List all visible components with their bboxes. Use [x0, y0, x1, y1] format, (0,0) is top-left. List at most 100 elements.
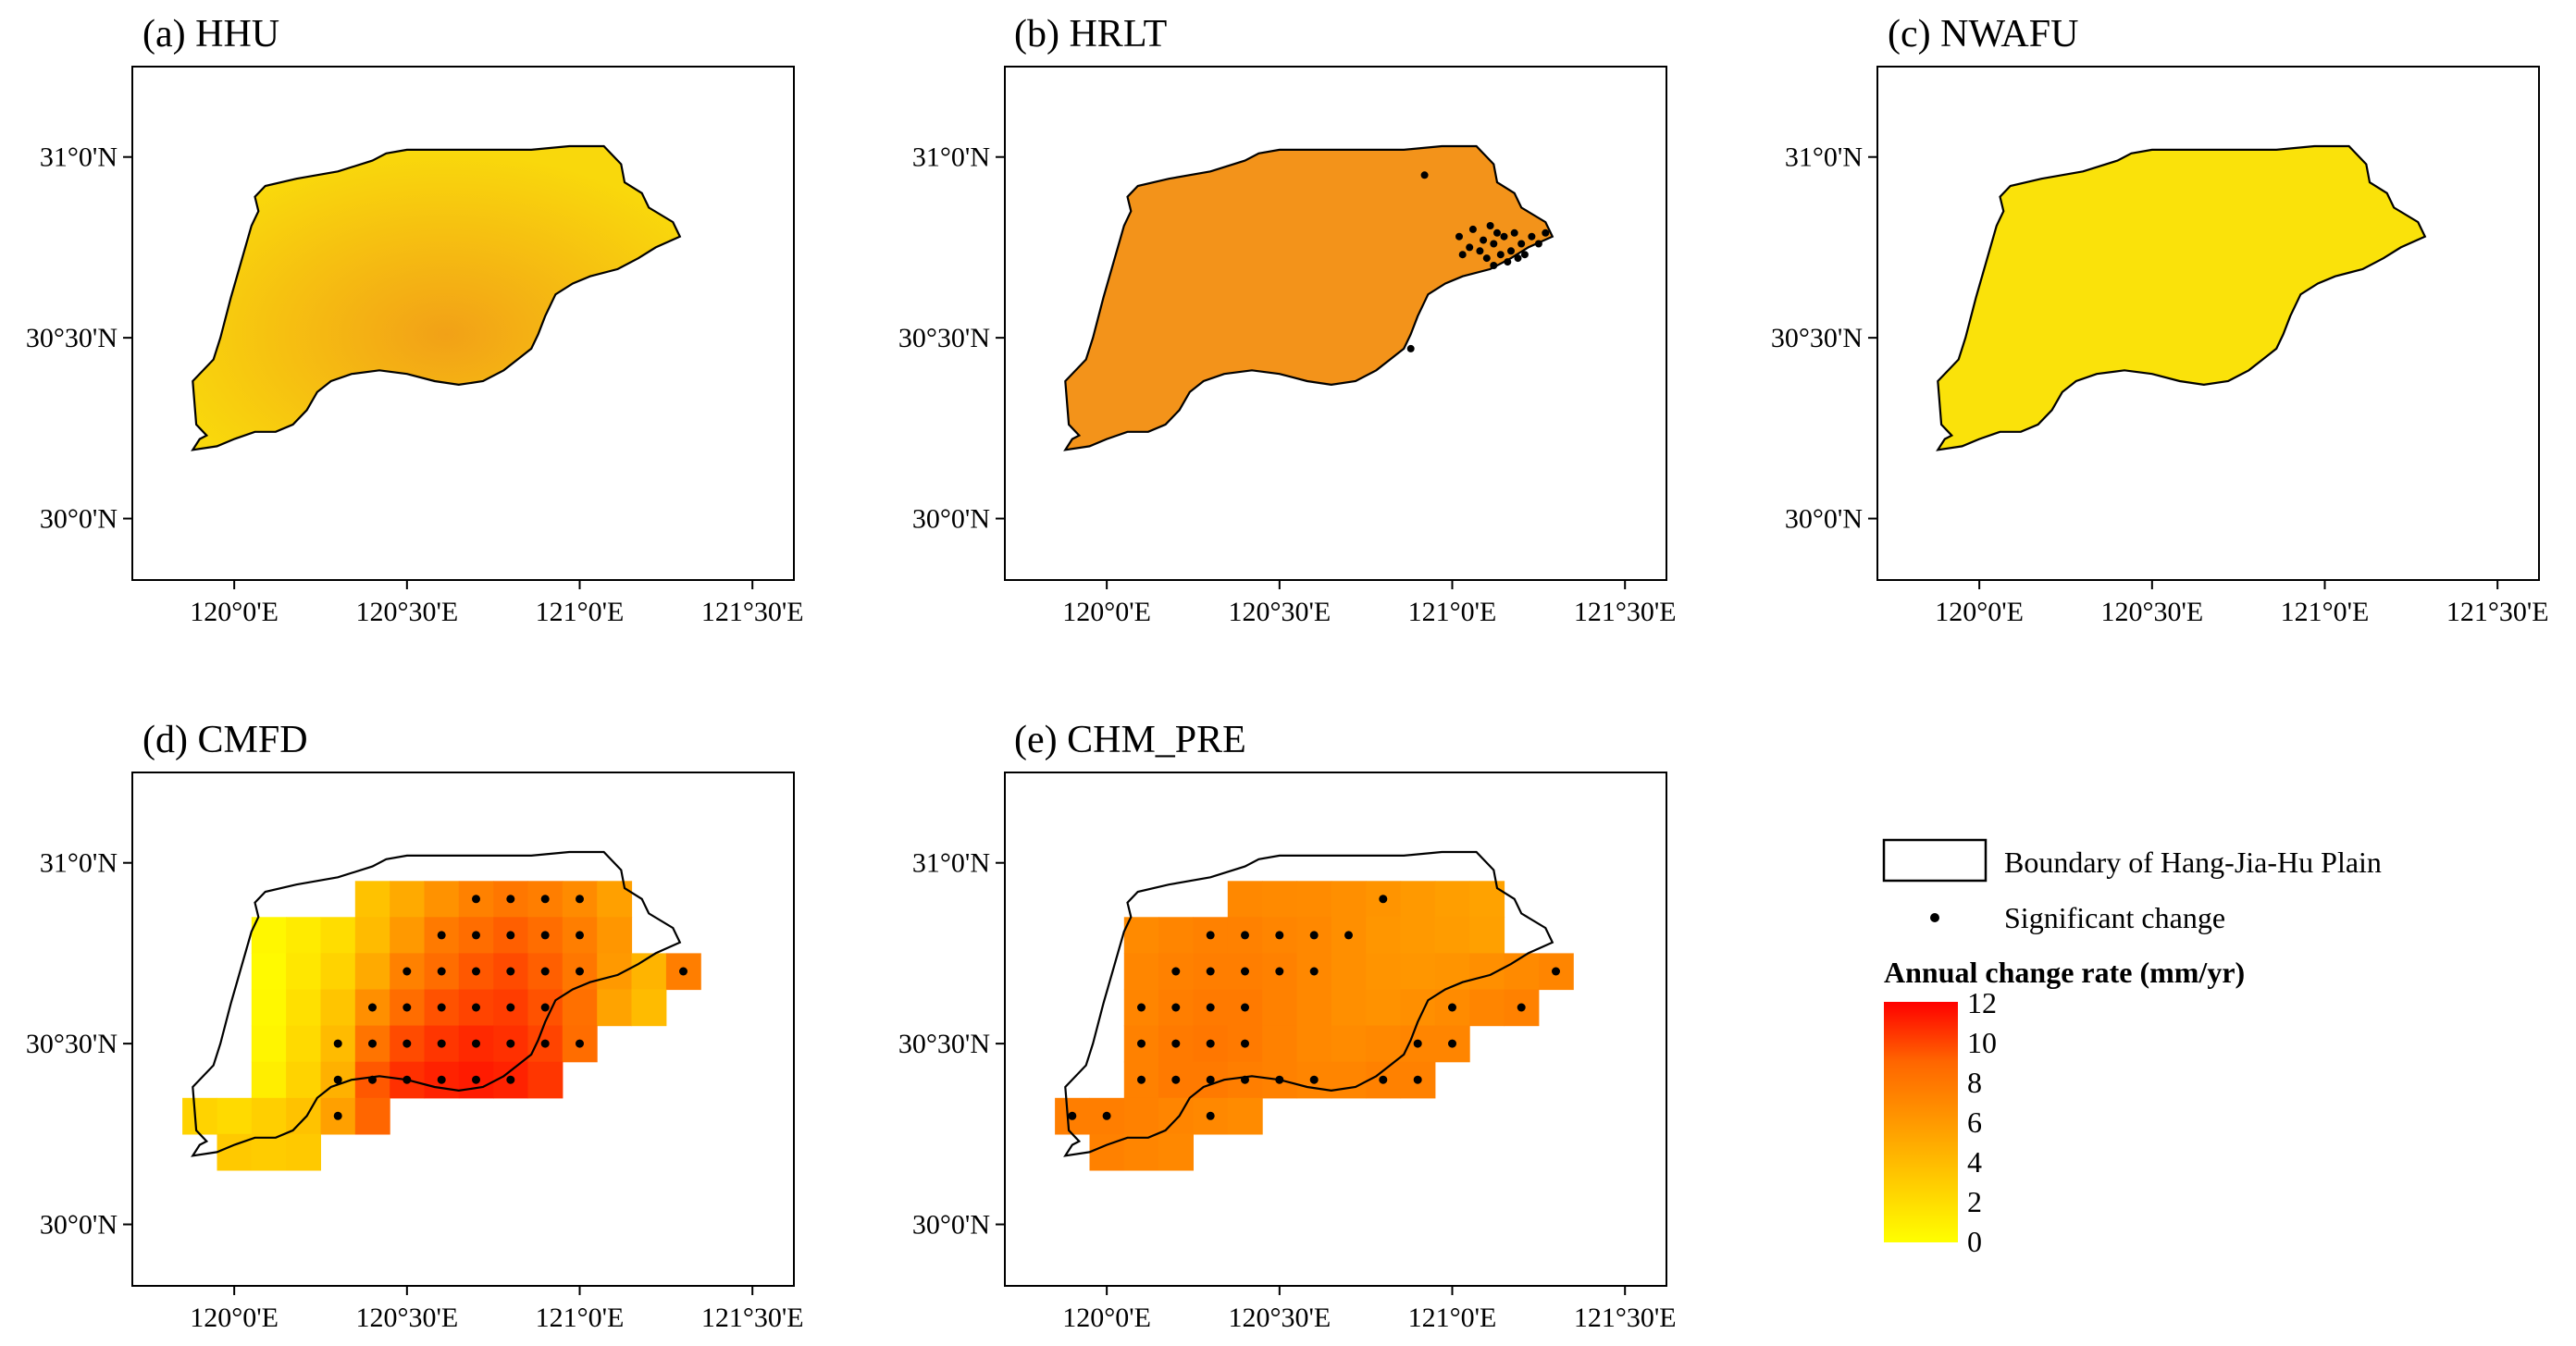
significant-dot [679, 967, 687, 976]
significant-dot [1517, 1003, 1526, 1012]
significant-dot [1510, 228, 1518, 237]
significant-dot [1482, 254, 1491, 263]
grid-cell [354, 917, 390, 954]
lat-label: 30°0'N [40, 504, 118, 535]
significant-dot [540, 967, 550, 976]
lat-label: 31°0'N [912, 848, 990, 879]
significant-dot [506, 1039, 515, 1048]
colorbar-tick: 2 [1967, 1185, 1982, 1218]
significant-dot [1206, 1039, 1215, 1048]
significant-dot [472, 1003, 480, 1012]
colorbar [1884, 1002, 1958, 1242]
grid-cell [1366, 1025, 1402, 1063]
significant-dot [576, 967, 584, 976]
significant-dot [1171, 1075, 1181, 1084]
grid-cell [390, 881, 426, 918]
lat-label: 30°30'N [26, 323, 118, 353]
significant-dot [1206, 1075, 1215, 1084]
significant-dot [1552, 967, 1560, 976]
significant-dot [1171, 1003, 1181, 1012]
significant-dot [506, 931, 515, 940]
significant-dot [1241, 1039, 1249, 1048]
lon-label: 121°30'E [1574, 597, 1677, 627]
grid-cell [286, 1061, 321, 1099]
significant-dot [1448, 1039, 1456, 1048]
grid-cell [1158, 1097, 1194, 1135]
significant-dot [1420, 171, 1429, 179]
grid-cell [286, 917, 321, 954]
grid-cell [631, 953, 667, 991]
grid-cell [1331, 989, 1367, 1027]
grid-cell [320, 917, 356, 954]
significant-dot [1476, 247, 1484, 255]
significant-dot [1137, 1039, 1146, 1048]
significant-dot [1507, 247, 1515, 255]
grid-cell [1296, 989, 1332, 1027]
significant-dot [506, 1003, 515, 1012]
lon-label: 121°0'E [1408, 597, 1497, 627]
grid-cell [217, 1097, 253, 1135]
grid-cell [1331, 881, 1367, 918]
lat-label: 30°0'N [912, 1210, 990, 1241]
colorbar-ticks: 12 10 8 6 4 2 0 [1967, 986, 1997, 1258]
axis-ticks: 31°0'N 30°30'N 30°0'N 120°0'E 120°30'E 121°0'… [898, 142, 1677, 627]
significant-dot [1137, 1075, 1146, 1084]
significant-dot [1542, 228, 1550, 237]
colorbar-title: Annual change rate (mm/yr) [1884, 956, 2245, 989]
significant-dot [437, 931, 446, 940]
lon-label: 121°30'E [1574, 1303, 1677, 1333]
lat-label: 30°30'N [898, 323, 990, 353]
significant-dot [1309, 967, 1319, 976]
significant-dot [1455, 232, 1463, 241]
significant-dot [1468, 225, 1477, 233]
map-plot: 31°0'N 30°30'N 30°0'N 120°0'E 120°30'E 121°0'… [1771, 66, 2549, 627]
map-plot: 31°0'N 30°30'N 30°0'N 120°0'E 120°30'E 121°0'… [898, 66, 1677, 627]
grid-cell [1227, 1097, 1263, 1135]
grid-cell [1262, 881, 1298, 918]
significant-dot [1480, 236, 1488, 244]
significant-dot [506, 1075, 515, 1084]
significant-dot [1490, 262, 1498, 269]
boundary-outline [191, 850, 682, 1157]
panel-c: (c) NWAFU 31°0'N 30°30'N 30°0'N 120°0'E 120°… [1771, 13, 2549, 627]
significant-dot [1528, 232, 1536, 241]
lon-label: 121°0'E [536, 597, 625, 627]
grid-cell [354, 1097, 390, 1135]
grid-cell [424, 881, 460, 918]
significant-dot [1379, 895, 1388, 904]
grid-cell [1504, 953, 1540, 991]
lon-label: 120°30'E [355, 1303, 458, 1333]
significant-dot [1206, 967, 1215, 976]
map-plot: 31°0'N 30°30'N 30°0'N 120°0'E 120°30'E 121°0'… [26, 66, 804, 627]
significant-dot [472, 1039, 480, 1048]
significant-dot [437, 1039, 446, 1048]
lon-label: 120°30'E [1228, 597, 1331, 627]
significant-dot [402, 1075, 412, 1084]
panel-title: (b) HRLT [1014, 13, 1167, 56]
panel-a: (a) HHU 31°0'N 30°30'N 30°0'N 120°0'E 120°30… [26, 13, 804, 627]
significant-dot [1514, 254, 1522, 263]
boundary-outline [1063, 850, 1554, 1157]
lon-label: 121°0'E [2281, 597, 2370, 627]
grid-cell [1227, 881, 1263, 918]
grid-cell [1434, 881, 1470, 918]
significant-dot [333, 1039, 342, 1048]
significant-dot [472, 967, 480, 976]
grid-cell [1366, 989, 1402, 1027]
lat-label: 31°0'N [40, 142, 118, 173]
significant-dot [540, 895, 550, 904]
grid-cell [251, 1025, 287, 1063]
significant-dot [1493, 228, 1501, 237]
lat-label: 30°30'N [898, 1029, 990, 1059]
grid-cell [597, 881, 633, 918]
significant-dot [1344, 931, 1353, 940]
lon-label: 120°30'E [355, 597, 458, 627]
grid-cell [597, 953, 633, 991]
grid-cell [251, 989, 287, 1027]
grid-cell [597, 989, 633, 1027]
grid-cell [354, 881, 390, 918]
significant-dot [1137, 1003, 1146, 1012]
grid-cell [1331, 1061, 1367, 1099]
grid-cell [1434, 953, 1470, 991]
significant-dot [1171, 967, 1181, 976]
